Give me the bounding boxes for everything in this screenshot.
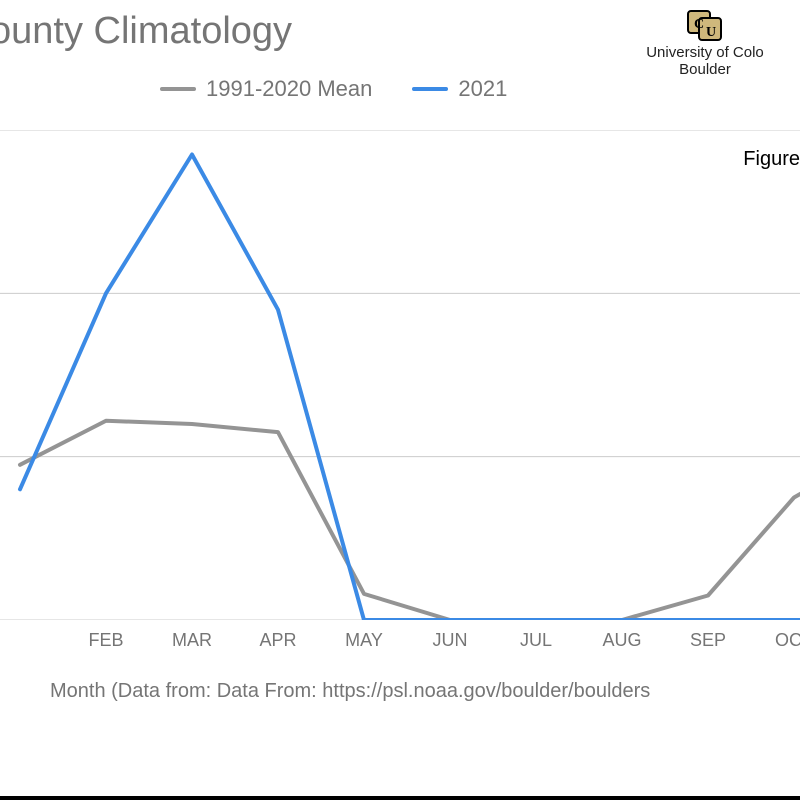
x-tick-label: MAR — [172, 630, 212, 651]
attribution-line1: University of Colo — [610, 44, 800, 61]
gridlines — [0, 130, 800, 620]
plot-area — [0, 130, 800, 620]
chart-frame: ounty Climatology 1991-2020 Mean 2021 C … — [0, 0, 800, 800]
chart-title: ounty Climatology — [0, 10, 292, 53]
x-tick-label: AUG — [602, 630, 641, 651]
legend: 1991-2020 Mean 2021 — [160, 76, 507, 102]
legend-label-2021: 2021 — [458, 76, 507, 102]
series-line-2021 — [20, 155, 800, 621]
x-tick-label: APR — [259, 630, 296, 651]
x-tick-label: OCT — [775, 630, 800, 651]
series-line-mean — [20, 421, 800, 620]
x-tick-label: FEB — [88, 630, 123, 651]
x-tick-label: JUL — [520, 630, 552, 651]
svg-text:U: U — [706, 25, 716, 40]
legend-swatch-mean — [160, 87, 196, 91]
x-tick-label: JUN — [433, 630, 468, 651]
x-tick-label: SEP — [690, 630, 726, 651]
x-tick-label: MAY — [345, 630, 383, 651]
attribution-line2: Boulder — [610, 61, 800, 78]
legend-swatch-2021 — [412, 87, 448, 91]
x-axis-caption: Month (Data from: Data From: https://psl… — [50, 680, 650, 703]
series-lines — [20, 155, 800, 621]
svg-text:C: C — [694, 17, 704, 32]
legend-label-mean: 1991-2020 Mean — [206, 76, 372, 102]
cu-logo-icon: C U — [685, 8, 725, 42]
x-axis: FEBMARAPRMAYJUNJULAUGSEPOCTNOV — [0, 630, 800, 660]
attribution-block: C U University of Colo Boulder — [610, 8, 800, 78]
